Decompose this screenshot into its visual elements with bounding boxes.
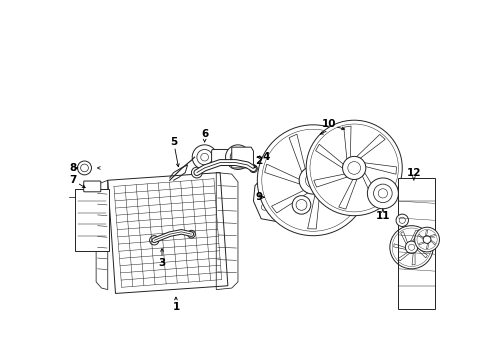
FancyBboxPatch shape <box>84 181 101 192</box>
Polygon shape <box>253 174 301 222</box>
Circle shape <box>368 178 398 209</box>
Circle shape <box>192 167 202 178</box>
Circle shape <box>188 230 196 238</box>
Circle shape <box>225 145 250 170</box>
Text: 8: 8 <box>69 163 76 173</box>
Circle shape <box>249 165 257 172</box>
Circle shape <box>280 178 287 184</box>
Circle shape <box>261 184 268 190</box>
Text: 12: 12 <box>407 167 421 177</box>
Circle shape <box>292 195 311 214</box>
Text: 10: 10 <box>321 119 336 129</box>
Circle shape <box>343 156 366 180</box>
Text: 5: 5 <box>170 137 177 147</box>
Text: 2: 2 <box>255 156 263 166</box>
Circle shape <box>149 236 159 245</box>
Text: 1: 1 <box>172 302 179 311</box>
FancyBboxPatch shape <box>212 149 229 165</box>
Text: 3: 3 <box>158 258 166 267</box>
Circle shape <box>261 204 268 210</box>
Circle shape <box>423 236 431 243</box>
Circle shape <box>280 210 287 216</box>
Text: 7: 7 <box>69 175 76 185</box>
Text: 9: 9 <box>255 192 263 202</box>
Circle shape <box>306 120 402 216</box>
Text: 11: 11 <box>376 211 390 221</box>
Circle shape <box>77 161 92 175</box>
Circle shape <box>292 194 298 200</box>
Polygon shape <box>232 147 253 168</box>
Circle shape <box>192 145 217 170</box>
Circle shape <box>405 241 418 253</box>
Circle shape <box>299 166 327 194</box>
Circle shape <box>257 125 369 236</box>
Polygon shape <box>398 178 435 309</box>
Text: 6: 6 <box>201 129 208 139</box>
Circle shape <box>396 214 409 226</box>
Circle shape <box>415 227 440 252</box>
Polygon shape <box>75 189 109 251</box>
Text: 4: 4 <box>263 152 270 162</box>
